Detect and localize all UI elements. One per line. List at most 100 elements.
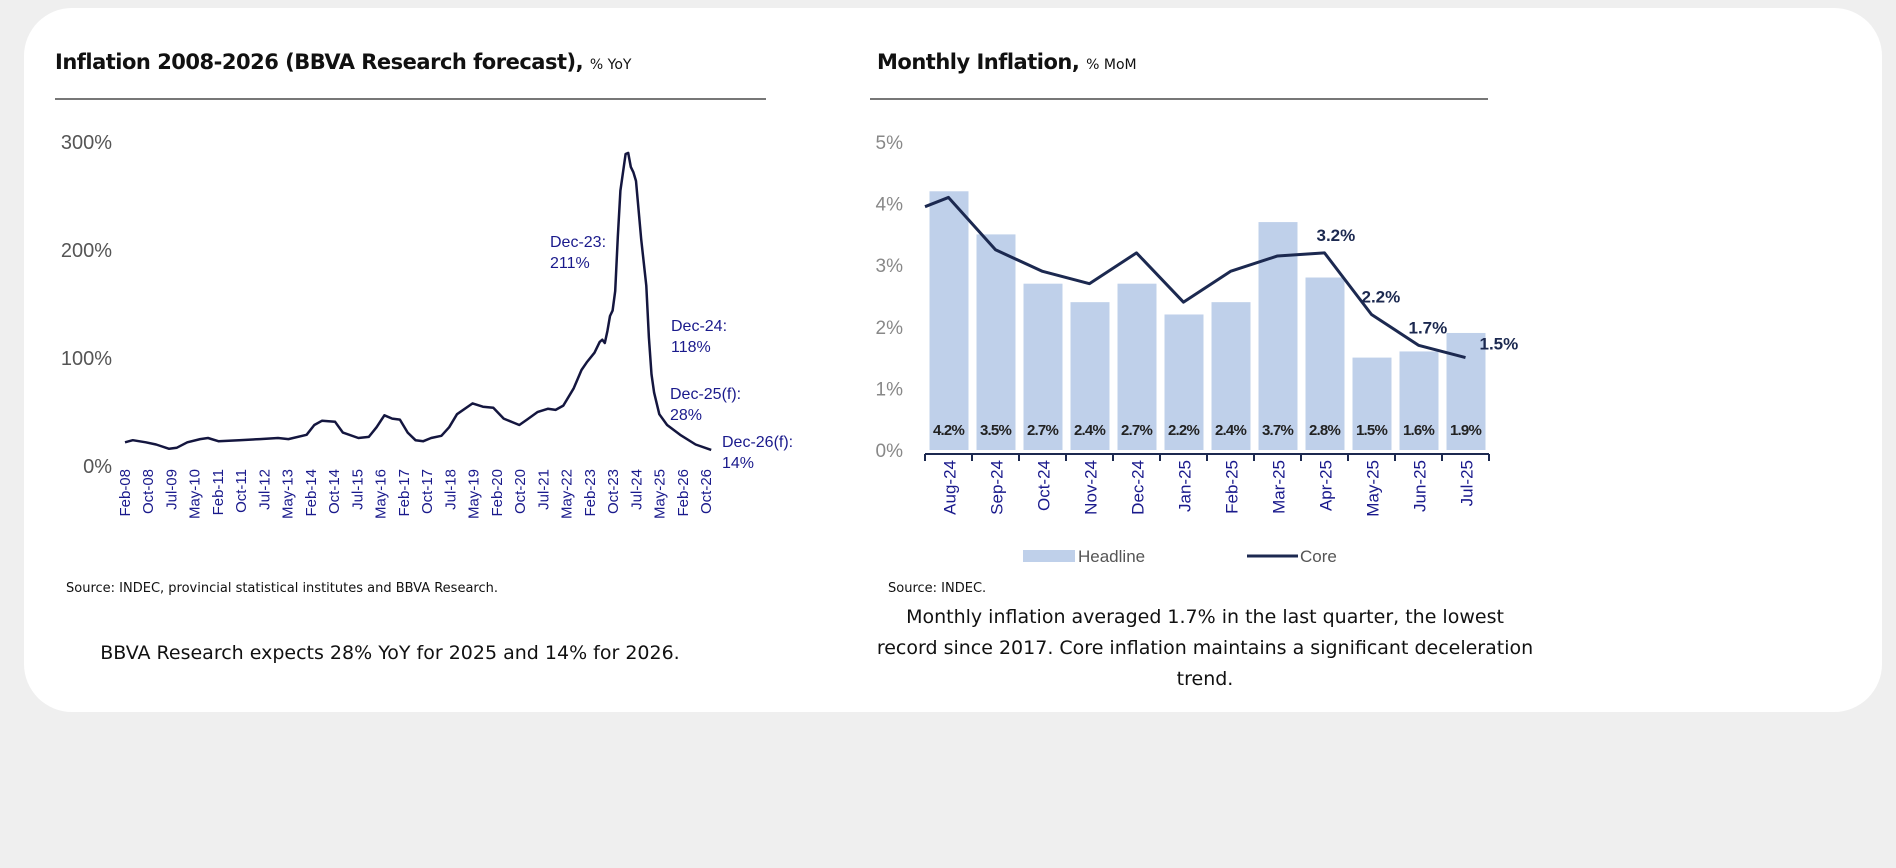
bar-data-label: 2.4% bbox=[1074, 422, 1105, 439]
right-caption-line: trend. bbox=[1176, 668, 1234, 690]
x-tick-label: Jan-25 bbox=[1176, 460, 1195, 512]
bar-data-label: 2.2% bbox=[1168, 422, 1199, 439]
x-tick-label: Jul-21 bbox=[535, 469, 552, 510]
core-point-label: 1.7% bbox=[1409, 318, 1448, 337]
x-tick-label: Feb-11 bbox=[210, 469, 227, 515]
core-point-label: 1.5% bbox=[1480, 335, 1519, 354]
bar-data-label: 2.7% bbox=[1121, 422, 1152, 439]
right-caption-line: Monthly inflation averaged 1.7% in the l… bbox=[906, 606, 1504, 628]
right-caption: Monthly inflation averaged 1.7% in the l… bbox=[845, 602, 1565, 695]
x-tick-label: Oct-23 bbox=[605, 469, 622, 514]
legend-headline-label: Headline bbox=[1078, 547, 1145, 566]
bar-data-label: 3.7% bbox=[1262, 422, 1293, 439]
left-caption: BBVA Research expects 28% YoY for 2025 a… bbox=[100, 642, 680, 664]
y-tick-label: 1% bbox=[876, 379, 904, 400]
right-title-rule bbox=[870, 98, 1488, 100]
bar-data-label: 2.8% bbox=[1309, 422, 1340, 439]
y-tick-label: 100% bbox=[61, 348, 112, 370]
headline-bar bbox=[1352, 357, 1392, 450]
x-tick-label: Feb-08 bbox=[117, 469, 134, 517]
right-source: Source: INDEC. bbox=[888, 581, 987, 596]
annotation-label: 118% bbox=[671, 339, 711, 356]
legend-core-label: Core bbox=[1300, 547, 1337, 566]
x-tick-label: Jul-25 bbox=[1458, 460, 1477, 506]
y-tick-label: 5% bbox=[876, 133, 904, 154]
annotation-label: 14% bbox=[722, 455, 754, 472]
x-tick-label: Mar-25 bbox=[1270, 460, 1289, 514]
x-tick-label: May-19 bbox=[466, 469, 483, 519]
y-tick-label: 3% bbox=[876, 256, 904, 277]
x-tick-label: Feb-25 bbox=[1223, 460, 1242, 514]
bar-data-label: 1.5% bbox=[1356, 422, 1387, 439]
left-chart-title: Inflation 2008-2026 (BBVA Research forec… bbox=[55, 50, 631, 74]
bar-data-label: 2.4% bbox=[1215, 422, 1246, 439]
x-tick-label: Oct-17 bbox=[419, 469, 436, 514]
x-tick-label: May-13 bbox=[280, 469, 297, 519]
x-tick-label: Oct-08 bbox=[140, 469, 157, 514]
headline-bar bbox=[1070, 302, 1110, 450]
x-tick-label: May-25 bbox=[1364, 460, 1383, 517]
x-tick-label: Jul-18 bbox=[442, 469, 459, 510]
bar-data-label: 1.6% bbox=[1403, 422, 1434, 439]
annotation-label: Dec-24: bbox=[671, 318, 727, 335]
headline-bar bbox=[1164, 314, 1204, 450]
right-title-unit: % MoM bbox=[1086, 57, 1137, 73]
x-tick-label: Oct-26 bbox=[698, 469, 715, 514]
x-tick-label: Feb-17 bbox=[396, 469, 413, 517]
core-point-label: 3.2% bbox=[1317, 226, 1356, 245]
x-tick-label: Oct-20 bbox=[512, 469, 529, 514]
x-tick-label: Oct-24 bbox=[1035, 460, 1054, 511]
annotation-label: Dec-23: bbox=[550, 234, 606, 251]
x-tick-label: Jul-12 bbox=[256, 469, 273, 510]
x-tick-label: Jul-09 bbox=[163, 469, 180, 510]
inflation-line bbox=[124, 151, 712, 452]
x-tick-label: Jul-15 bbox=[349, 469, 366, 510]
y-tick-label: 0% bbox=[876, 441, 904, 462]
x-tick-label: Aug-24 bbox=[941, 460, 960, 515]
x-tick-label: May-22 bbox=[559, 469, 576, 519]
x-tick-label: Feb-23 bbox=[582, 469, 599, 517]
x-tick-label: Apr-25 bbox=[1317, 460, 1336, 511]
x-tick-label: Sep-24 bbox=[988, 460, 1007, 515]
x-tick-label: Jul-24 bbox=[628, 469, 645, 510]
bar-data-label: 4.2% bbox=[933, 422, 964, 439]
headline-bar bbox=[1399, 351, 1439, 450]
y-tick-label: 4% bbox=[876, 195, 904, 216]
x-tick-label: Oct-14 bbox=[326, 469, 343, 514]
x-tick-label: Feb-14 bbox=[303, 469, 320, 517]
left-title-rule bbox=[55, 98, 766, 100]
headline-bar bbox=[1446, 332, 1486, 450]
bar-data-label: 3.5% bbox=[980, 422, 1011, 439]
left-source: Source: INDEC, provincial statistical in… bbox=[66, 581, 498, 596]
x-tick-label: May-25 bbox=[652, 469, 669, 519]
x-tick-label: Nov-24 bbox=[1082, 460, 1101, 515]
core-point-label: 2.2% bbox=[1362, 287, 1401, 306]
annotation-label: Dec-26(f): bbox=[722, 434, 793, 451]
annotation-label: 211% bbox=[550, 255, 590, 272]
bar-data-label: 2.7% bbox=[1027, 422, 1058, 439]
headline-bar bbox=[1305, 277, 1345, 450]
x-tick-label: Oct-11 bbox=[233, 469, 250, 513]
x-tick-label: May-16 bbox=[373, 469, 390, 519]
core-line bbox=[924, 195, 1466, 360]
annotation-label: Dec-25(f): bbox=[670, 386, 741, 403]
y-tick-label: 200% bbox=[61, 240, 112, 262]
y-tick-label: 300% bbox=[61, 132, 112, 154]
x-tick-label: Jun-25 bbox=[1411, 460, 1430, 512]
right-title-text: Monthly Inflation, bbox=[877, 50, 1080, 74]
bar-data-label: 1.9% bbox=[1450, 422, 1481, 439]
legend-headline-swatch bbox=[1023, 550, 1075, 562]
headline-bar bbox=[929, 191, 969, 450]
left-title-text: Inflation 2008-2026 (BBVA Research forec… bbox=[55, 50, 584, 74]
annotation-label: 28% bbox=[670, 407, 702, 424]
right-chart-title: Monthly Inflation, % MoM bbox=[877, 50, 1137, 74]
headline-bar bbox=[976, 234, 1016, 450]
headline-bar bbox=[1211, 302, 1251, 450]
y-tick-label: 0% bbox=[83, 456, 112, 478]
headline-bar bbox=[1117, 283, 1157, 450]
right-caption-line: record since 2017. Core inflation mainta… bbox=[876, 637, 1534, 659]
y-tick-label: 2% bbox=[876, 318, 904, 339]
x-tick-label: Feb-20 bbox=[489, 469, 506, 517]
